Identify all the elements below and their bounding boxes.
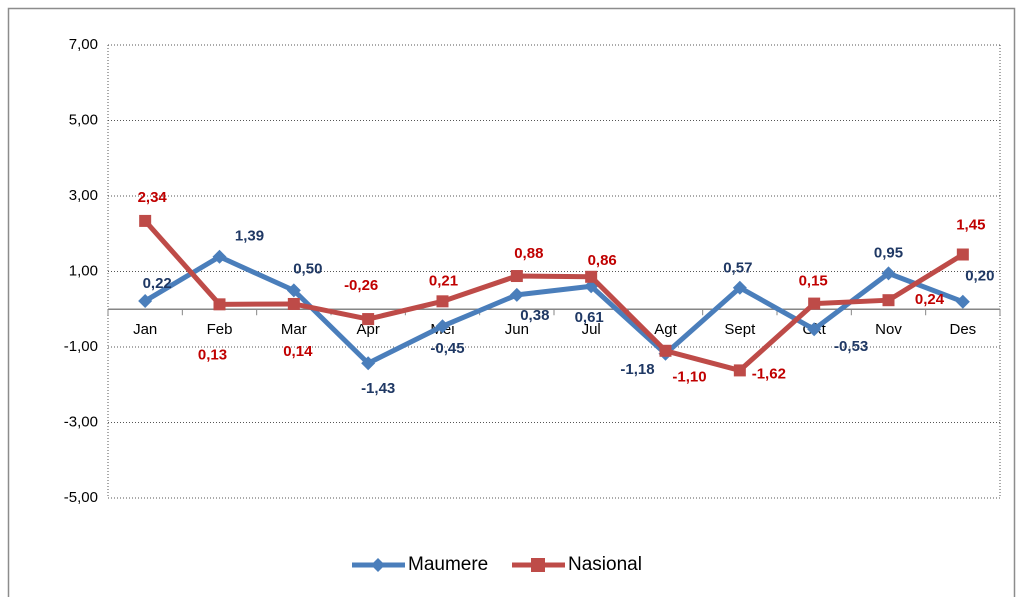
point-marker [139,214,152,227]
data-label: 0,20 [965,268,994,285]
point-marker [882,294,895,307]
x-tick-label: Jan [133,321,157,338]
data-label: 0,61 [575,309,604,326]
point-marker [881,266,896,281]
point-marker [509,287,524,302]
x-tick-label: Agt [654,321,677,338]
x-tick-label: Apr [356,321,379,338]
data-label: 1,39 [235,228,264,245]
point-marker [362,313,375,326]
x-tick-label: Mar [281,321,307,338]
point-marker [436,295,449,308]
data-label: 0,57 [723,260,752,277]
x-tick-label: Nov [875,321,902,338]
x-tick-label: Des [949,321,976,338]
point-marker [659,344,672,357]
legend-label: Nasional [568,554,642,575]
y-tick-label: 1,00 [69,262,98,279]
data-label: -1,43 [361,380,395,397]
x-tick-label: Sept [724,321,756,338]
legend-label: Maumere [408,554,488,575]
point-marker [361,356,376,371]
point-marker [287,297,300,310]
point-marker [138,293,153,308]
data-label: -0,26 [344,277,378,294]
point-marker [510,270,523,283]
x-tick-label: Jul [582,321,601,338]
data-label: 0,21 [429,272,458,289]
legend-marker [531,558,545,572]
data-label: 0,95 [874,244,903,261]
point-marker [212,249,227,264]
data-label: -0,53 [834,338,868,355]
data-label: 0,86 [588,252,617,269]
data-label: 0,38 [520,307,549,324]
legend-marker [371,558,385,572]
y-tick-label: -5,00 [64,489,98,506]
data-label: 0,50 [293,260,322,277]
point-marker [732,280,747,295]
y-tick-label: -1,00 [64,338,98,355]
point-marker [733,364,746,377]
x-tick-label: Feb [207,321,233,338]
data-label: -1,18 [620,361,654,378]
point-marker [585,270,598,283]
series-line [143,219,965,373]
y-tick-label: 3,00 [69,187,98,204]
y-tick-label: -3,00 [64,413,98,430]
point-marker [286,283,301,298]
y-tick-label: 7,00 [69,36,98,53]
series-line [143,254,964,366]
data-label: 0,13 [198,346,227,363]
point-marker [807,322,822,337]
point-marker [955,294,970,309]
data-label: 2,34 [138,189,168,206]
y-tick-label: 5,00 [69,111,98,128]
point-marker [435,319,450,334]
point-marker [956,248,969,261]
data-label: 0,88 [514,245,543,262]
x-tick-label: Jun [505,321,529,338]
data-label: 0,22 [143,275,172,292]
point-marker [213,298,226,311]
data-label: 1,45 [956,216,985,233]
data-label: 0,24 [915,291,945,308]
data-label: 0,14 [283,343,313,360]
data-label: -1,10 [672,369,706,386]
data-label: -0,45 [430,340,464,357]
data-label: -1,62 [752,365,786,382]
point-marker [808,297,821,310]
data-label: 0,15 [799,273,828,290]
